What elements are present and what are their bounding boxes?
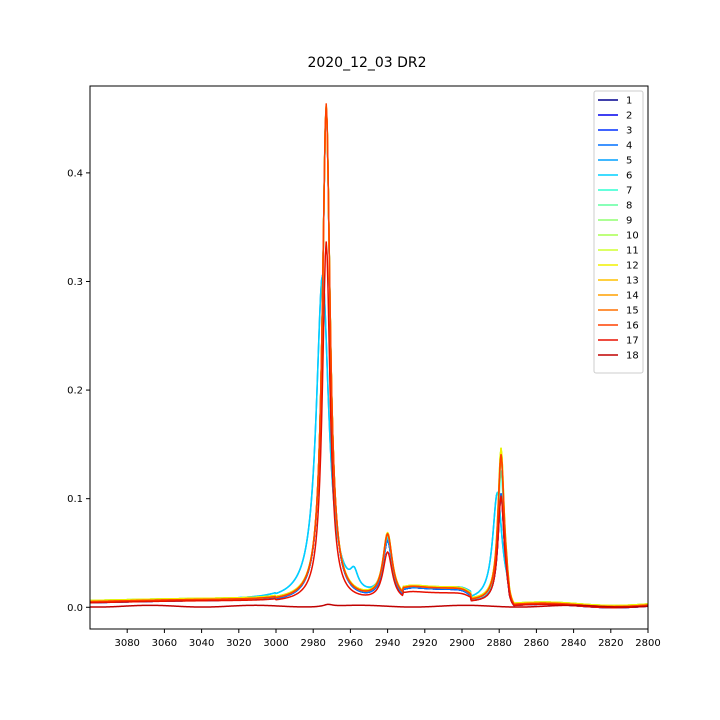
series-line-16: [90, 103, 648, 608]
legend-label-4: 4: [626, 141, 632, 152]
x-tick-label: 2980: [300, 638, 325, 649]
y-tick-label: 0.4: [67, 168, 83, 179]
x-tick-label: 2880: [486, 638, 511, 649]
series-line-18: [90, 603, 648, 608]
x-tick-label: 2860: [524, 638, 549, 649]
legend-label-12: 12: [626, 261, 639, 272]
legend-label-8: 8: [626, 201, 632, 212]
y-axis: 0.0 0.1 0.2 0.3 0.4: [67, 168, 90, 614]
x-tick-label: 2920: [412, 638, 437, 649]
x-tick-label: 3020: [226, 638, 251, 649]
y-tick-label: 0.3: [67, 277, 83, 288]
legend-label-11: 11: [626, 246, 639, 257]
plot-area-frame: [89, 85, 649, 630]
chart-title: 2020_12_03 DR2: [307, 55, 426, 71]
legend-label-7: 7: [626, 186, 632, 197]
x-tick-label: 2900: [449, 638, 474, 649]
series-layer: [90, 103, 648, 609]
legend-label-5: 5: [626, 156, 632, 167]
x-tick-label: 3060: [152, 638, 177, 649]
x-tick-label: 2960: [338, 638, 363, 649]
legend-label-3: 3: [626, 126, 632, 137]
legend-label-10: 10: [626, 231, 639, 242]
legend-label-1: 1: [626, 96, 632, 107]
x-tick-label: 2940: [375, 638, 400, 649]
legend-label-14: 14: [626, 291, 639, 302]
legend-label-15: 15: [626, 306, 639, 317]
y-tick-label: 0.1: [67, 494, 83, 505]
legend-label-16: 16: [626, 321, 639, 332]
legend-label-13: 13: [626, 276, 639, 287]
x-tick-label: 3080: [114, 638, 139, 649]
x-tick-label: 3040: [189, 638, 214, 649]
x-tick-label: 3000: [263, 638, 288, 649]
legend-label-18: 18: [626, 351, 639, 362]
legend-label-17: 17: [626, 336, 639, 347]
x-tick-label: 2820: [598, 638, 623, 649]
x-axis: 3080 3060 3040 3020 3000 2980 2960 2940 2920 2900…: [114, 629, 661, 649]
y-tick-label: 0.0: [67, 603, 83, 614]
x-tick-label: 2840: [561, 638, 586, 649]
legend-label-9: 9: [626, 216, 632, 227]
x-tick-label: 2800: [635, 638, 660, 649]
legend-label-6: 6: [626, 171, 632, 182]
legend-label-2: 2: [626, 111, 632, 122]
y-tick-label: 0.2: [67, 386, 83, 397]
series-line-17: [90, 241, 648, 609]
legend-box: [593, 90, 644, 374]
series-line-12: [90, 105, 648, 607]
